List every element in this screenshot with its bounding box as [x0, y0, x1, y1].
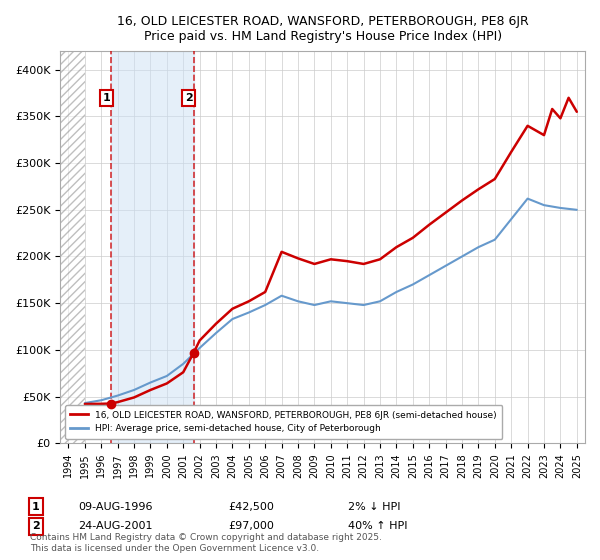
- Text: 2: 2: [185, 93, 193, 103]
- Legend: 16, OLD LEICESTER ROAD, WANSFORD, PETERBOROUGH, PE8 6JR (semi-detached house), H: 16, OLD LEICESTER ROAD, WANSFORD, PETERB…: [65, 405, 502, 438]
- Text: 09-AUG-1996: 09-AUG-1996: [78, 502, 152, 512]
- Text: Contains HM Land Registry data © Crown copyright and database right 2025.
This d: Contains HM Land Registry data © Crown c…: [30, 533, 382, 553]
- Text: 1: 1: [32, 502, 40, 512]
- Bar: [60, 51, 85, 443]
- Text: 1: 1: [103, 93, 110, 103]
- Text: 40% ↑ HPI: 40% ↑ HPI: [348, 521, 407, 531]
- Bar: [60, 51, 85, 443]
- Text: £42,500: £42,500: [228, 502, 274, 512]
- Title: 16, OLD LEICESTER ROAD, WANSFORD, PETERBOROUGH, PE8 6JR
Price paid vs. HM Land R: 16, OLD LEICESTER ROAD, WANSFORD, PETERB…: [117, 15, 529, 43]
- Bar: [111, 51, 194, 443]
- Text: 2: 2: [32, 521, 40, 531]
- Text: 2% ↓ HPI: 2% ↓ HPI: [348, 502, 401, 512]
- Text: 24-AUG-2001: 24-AUG-2001: [78, 521, 152, 531]
- Text: £97,000: £97,000: [228, 521, 274, 531]
